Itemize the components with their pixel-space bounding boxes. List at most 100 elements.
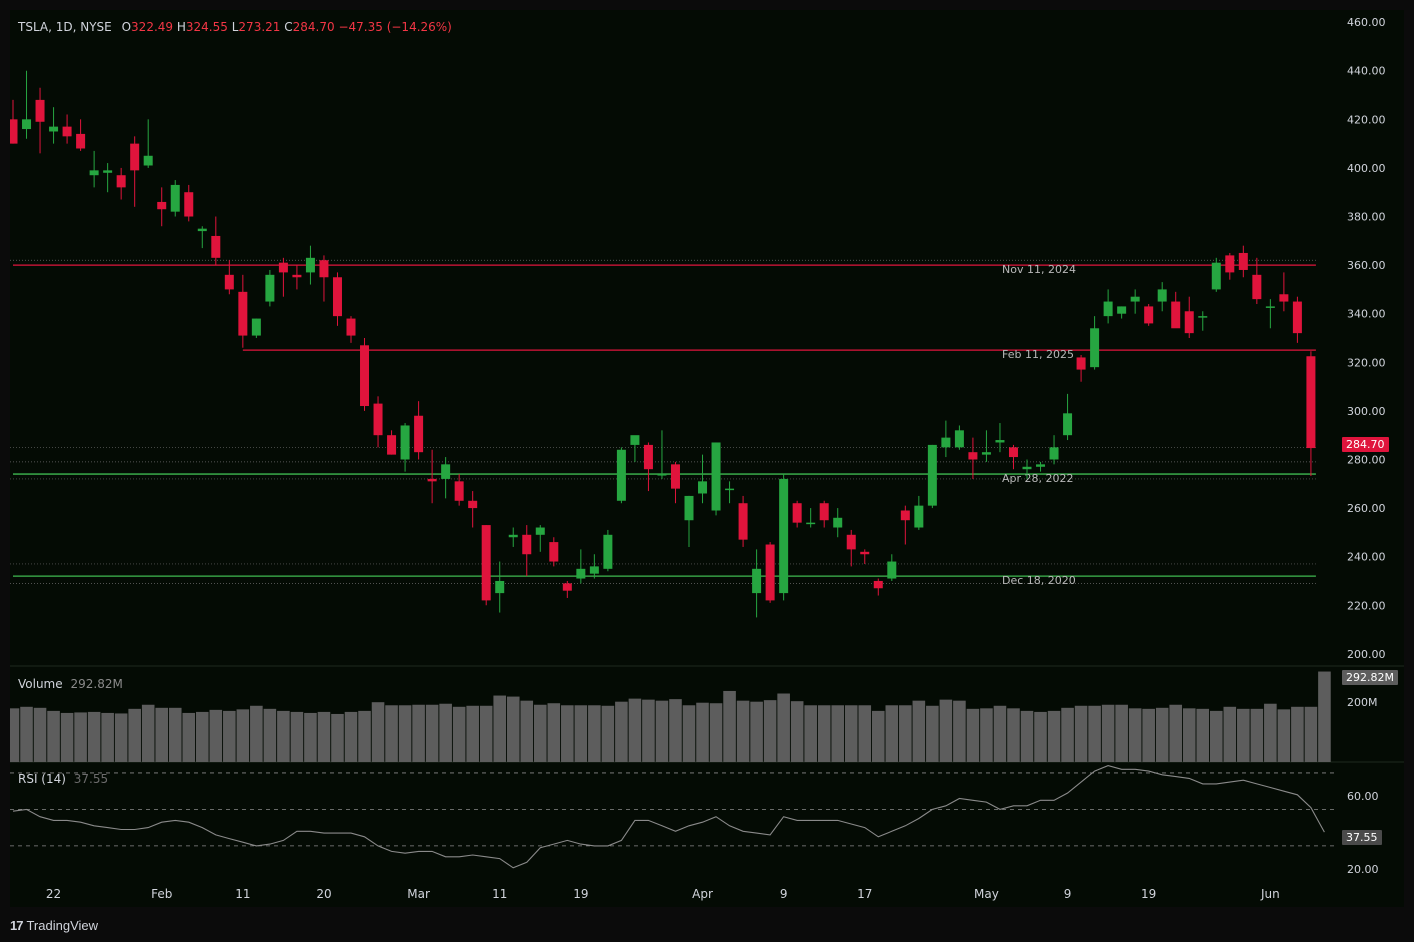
candle-body (76, 133, 86, 149)
time-axis[interactable]: 22 Feb 11 20 Mar 11 19 Apr 9 17 May 9 19 Jun (46, 887, 1280, 901)
volume-bar (533, 704, 547, 762)
volume-bar (114, 713, 128, 762)
volume-bar (736, 700, 750, 762)
candle-body (576, 568, 586, 579)
candle-body (698, 481, 708, 494)
candle (535, 525, 545, 552)
candle-body (495, 580, 505, 594)
volume-bar (601, 705, 615, 762)
volume-bar (1182, 708, 1196, 762)
candle-body (116, 175, 126, 188)
volume-bar (1074, 705, 1088, 762)
volume-bar (1088, 705, 1101, 762)
candle-body (846, 534, 856, 550)
candle-body (589, 566, 599, 574)
candle (414, 401, 424, 460)
tradingview-mark-icon: 17 (10, 917, 24, 933)
candle-body (62, 126, 72, 137)
tradingview-logo[interactable]: 17 TradingView (10, 916, 98, 934)
candle (806, 508, 816, 528)
time-tick-label: 9 (1064, 887, 1072, 901)
volume-bar (1034, 711, 1047, 762)
chart-frame[interactable]: Nov 11, 2024 Feb 11, 2025 Apr 28, 2022 Dec … (10, 10, 1404, 907)
rsi-badge: 37.55 (1342, 830, 1382, 845)
candle (1171, 291, 1181, 329)
candle (698, 454, 708, 504)
volume-bar (331, 713, 344, 762)
candle (319, 255, 329, 302)
candle (116, 167, 126, 200)
volume-bar (10, 708, 20, 762)
symbol-label[interactable]: TSLA, 1D, NYSE (18, 20, 112, 34)
candle (1238, 245, 1248, 278)
chart-canvas[interactable]: Nov 11, 2024 Feb 11, 2025 Apr 28, 2022 Dec … (10, 10, 1404, 907)
candle (792, 500, 802, 528)
candle-body (1171, 301, 1181, 329)
volume-bar (1250, 708, 1264, 762)
candle (562, 580, 572, 598)
candle-body (1211, 262, 1221, 290)
candle (387, 430, 397, 455)
volume-bar (520, 700, 534, 762)
candle-body (1036, 464, 1046, 467)
candle (779, 474, 789, 601)
candle (846, 529, 856, 567)
candle-body (549, 542, 559, 562)
candle (238, 274, 248, 348)
candle (1036, 461, 1046, 472)
volume-label[interactable]: Volume (18, 677, 63, 691)
candle-body (643, 444, 653, 470)
candle (549, 537, 559, 567)
candle (1184, 296, 1194, 338)
time-tick-label: Apr (692, 887, 713, 901)
candle (305, 245, 315, 285)
volume-bar (33, 707, 47, 762)
candle-body (1063, 413, 1073, 436)
volume-bar (777, 693, 790, 762)
volume-bar (1101, 704, 1115, 762)
rsi-legend: RSI (14) 37.55 (18, 772, 108, 786)
price-tick-label: 300.00 (1347, 405, 1386, 418)
candle-body (1252, 274, 1262, 300)
candle (657, 430, 667, 479)
open-key: O (121, 20, 132, 34)
volume-bar (899, 705, 912, 762)
candle-body (1238, 252, 1248, 270)
volume-bar (1264, 703, 1277, 762)
candle (941, 420, 951, 458)
level-label-3: Dec 18, 2020 (1002, 574, 1076, 587)
volume-bar (1155, 707, 1169, 762)
footer-bar (0, 907, 1414, 942)
level-label-0: Nov 11, 2024 (1002, 263, 1076, 276)
candle (900, 505, 910, 545)
candle (143, 119, 153, 168)
candle-body (1279, 294, 1289, 302)
candle-body (941, 437, 951, 448)
volume-bar (317, 711, 331, 762)
candle-body (887, 561, 897, 579)
volume-bar (358, 710, 371, 762)
price-axis[interactable]: 460.00 440.00 420.00 400.00 380.00 360.00 340.… (1347, 16, 1386, 661)
candle (968, 437, 978, 479)
candle-body (305, 257, 315, 273)
candle (1063, 393, 1073, 441)
rsi-tick-60: 60.00 (1347, 790, 1379, 803)
tradingview-wordmark: TradingView (26, 917, 99, 933)
volume-bar (1196, 708, 1210, 762)
volume-bar (953, 700, 966, 762)
volume-bar (250, 705, 263, 762)
volume-bar (1047, 710, 1061, 762)
candle (981, 430, 991, 462)
volume-bar (1020, 710, 1034, 762)
candle (1306, 351, 1316, 476)
candle-body (468, 500, 478, 509)
candle (711, 442, 721, 516)
volume-bar (47, 710, 60, 762)
time-tick-label: 20 (316, 887, 331, 901)
volume-bar (669, 699, 682, 762)
candle (508, 527, 518, 547)
candle (914, 495, 924, 530)
candle (630, 435, 640, 462)
rsi-label[interactable]: RSI (14) (18, 772, 66, 786)
candle-body (184, 192, 194, 217)
